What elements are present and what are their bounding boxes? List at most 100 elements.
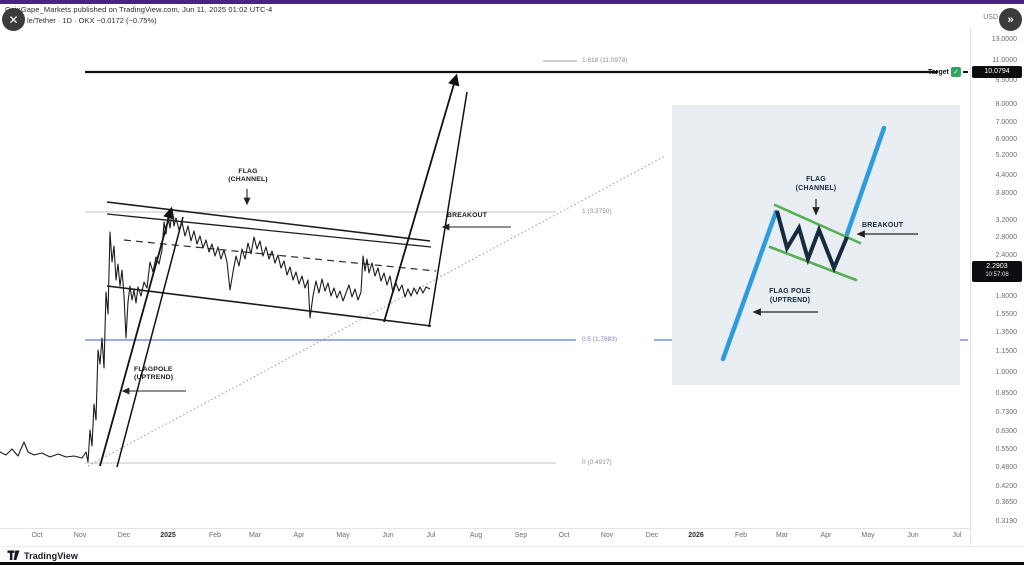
last-price-value: 2.2903 — [986, 263, 1008, 270]
close-button[interactable]: ✕ — [2, 8, 25, 31]
top-accent-bar — [0, 0, 1024, 4]
inset-flag-label-line2: (CHANNEL) — [795, 185, 837, 192]
dotted-trendline-drawing[interactable] — [87, 155, 666, 467]
tradingview-logo-icon — [7, 550, 20, 560]
chevrons-right-icon: » — [1007, 13, 1014, 26]
price-axis-separator — [970, 28, 971, 546]
inset-flag-label: FLAG (CHANNEL) — [788, 175, 844, 193]
time-tick-label: Apr — [820, 532, 832, 539]
symbol-info[interactable]: le/Tether · 1D · OKX −0.0172 (−0.75%) — [27, 16, 157, 25]
target-check-icon: ✓ — [950, 67, 961, 77]
price-tick-label: 0.4800 — [995, 464, 1017, 471]
price-tick-label: 1.1500 — [995, 348, 1017, 355]
price-tick-label: 0.5500 — [995, 446, 1017, 453]
flag-annotation-line2: (CHANNEL) — [228, 176, 268, 183]
tradingview-brand-text: TradingView — [24, 550, 78, 561]
fib-label-1618: 1.618 (11.0978) — [582, 57, 628, 64]
time-axis[interactable]: Oct Nov Dec 2025 Feb Mar Apr May Jun Jul Aug Sep Oct… — [0, 529, 970, 546]
time-axis-separator — [0, 528, 970, 529]
price-tick-label: 0.4200 — [995, 483, 1017, 490]
price-tick-label: 3.8000 — [995, 190, 1017, 197]
time-tick-label: Dec — [117, 532, 131, 539]
flagpole-annotation: FLAGPOLE (UPTREND) — [134, 366, 173, 382]
time-tick-label: Jun — [907, 532, 919, 539]
price-tick-label: 0.3650 — [995, 499, 1017, 506]
price-tick-label: 1.5500 — [995, 311, 1017, 318]
time-tick-label: 2026 — [688, 532, 704, 539]
time-tick-label: Mar — [775, 532, 789, 539]
footer-separator — [0, 546, 1024, 547]
price-tick-label: 6.0000 — [995, 136, 1017, 143]
last-price-label: 2.2903 10:57:08 — [972, 261, 1022, 282]
time-tick-label: Jul — [952, 532, 962, 539]
close-icon: ✕ — [8, 12, 19, 27]
flagpole-annotation-line1: FLAGPOLE — [134, 366, 173, 373]
pattern-inset-diagram — [672, 105, 960, 385]
inset-flag-label-line1: FLAG — [806, 176, 826, 183]
fib-label-05: 0.5 (1.7883) — [582, 336, 618, 343]
bar-countdown: 10:57:08 — [985, 272, 1009, 278]
price-tick-label: 11.0000 — [992, 57, 1017, 64]
price-tick-label: 4.4000 — [995, 172, 1017, 179]
flag-annotation-line1: FLAG — [238, 168, 258, 175]
inset-pole-upper-line — [843, 125, 887, 240]
time-tick-label: Sep — [514, 532, 528, 539]
tradingview-attribution[interactable]: TradingView — [7, 550, 78, 561]
target-text: Target — [928, 68, 949, 76]
annotation-arrows — [121, 189, 511, 395]
target-price-label: 10.0794 — [972, 66, 1022, 78]
inset-breakout-label: BREAKOUT — [862, 222, 904, 229]
flagpole-arrow-drawing[interactable] — [99, 206, 184, 468]
breakout-annotation: BREAKOUT — [447, 212, 488, 219]
target-connector — [962, 71, 968, 73]
price-tick-label: 8.0000 — [995, 101, 1017, 108]
fib-label-0: 0 (0.4917) — [582, 459, 612, 466]
breakout-arrow-drawing[interactable] — [383, 73, 468, 328]
time-tick-label: 2025 — [160, 532, 176, 539]
published-caption: CoinGape_Markets published on TradingVie… — [5, 5, 273, 14]
time-tick-label: Oct — [31, 532, 43, 539]
time-tick-label: Jul — [426, 532, 436, 539]
price-tick-label: 2.4000 — [995, 252, 1017, 259]
price-tick-label: 13.0000 — [991, 36, 1017, 43]
currency-label[interactable]: USD — [983, 14, 998, 21]
price-tick-label: 0.8500 — [995, 390, 1017, 397]
price-line-series — [0, 211, 431, 463]
time-tick-label: Feb — [734, 532, 748, 539]
time-tick-label: Dec — [645, 532, 659, 539]
price-tick-label: 7.0000 — [995, 119, 1017, 126]
price-tick-label: 1.8000 — [995, 293, 1017, 300]
price-tick-label: 5.2000 — [995, 152, 1017, 159]
price-tick-label: 0.7300 — [995, 409, 1017, 416]
price-axis[interactable]: 13.0000 11.0000 9.5000 8.0000 7.0000 6.0000 5.… — [971, 28, 1024, 528]
time-tick-label: Nov — [600, 532, 614, 539]
inset-flagpole-label: FLAG POLE (UPTREND) — [758, 287, 822, 305]
time-tick-label: Nov — [73, 532, 87, 539]
inset-pole-lower-line — [720, 209, 779, 362]
time-tick-label: Feb — [208, 532, 222, 539]
inset-flagpole-label-line1: FLAG POLE — [769, 288, 811, 295]
inset-zigzag-flag — [775, 210, 849, 274]
price-tick-label: 9.5000 — [995, 77, 1017, 84]
fib-label-1: 1 (3.3750) — [582, 208, 612, 215]
time-tick-label: Apr — [293, 532, 305, 539]
bottom-edge-bar — [0, 562, 1024, 565]
inset-channel-bottom-line — [768, 245, 858, 282]
flagpole-annotation-line2: (UPTREND) — [134, 374, 174, 381]
expand-right-panel-button[interactable]: » — [999, 8, 1022, 31]
price-tick-label: 1.0000 — [995, 369, 1017, 376]
price-tick-label: 0.6300 — [995, 428, 1017, 435]
time-tick-label: May — [861, 532, 875, 539]
time-tick-label: Oct — [558, 532, 570, 539]
price-tick-label: 0.3190 — [995, 518, 1017, 525]
time-tick-label: Mar — [248, 532, 262, 539]
price-tick-label: 1.3500 — [995, 329, 1017, 336]
target-label-group[interactable]: Target ✓ — [928, 66, 968, 78]
price-tick-label: 2.8000 — [995, 234, 1017, 241]
price-tick-label: 3.2000 — [995, 217, 1017, 224]
time-tick-label: Aug — [469, 532, 483, 539]
flag-annotation: FLAG (CHANNEL) — [220, 168, 276, 184]
time-tick-label: Jun — [382, 532, 394, 539]
